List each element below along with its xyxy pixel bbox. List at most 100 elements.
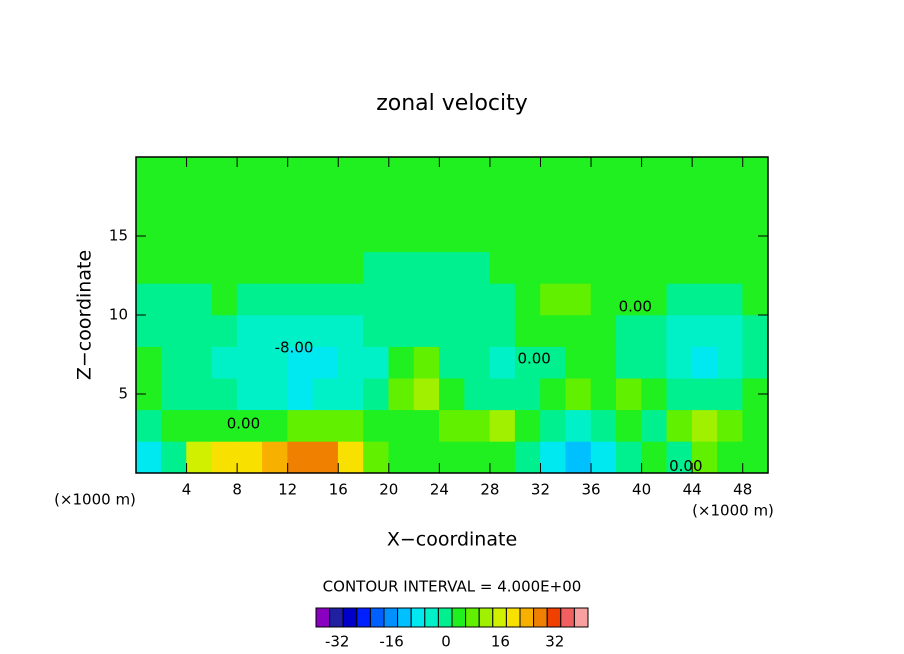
field-cell <box>135 346 162 379</box>
field-cell <box>464 251 491 284</box>
colorbar-box <box>424 607 439 628</box>
field-cell <box>717 251 744 284</box>
x-tick-label: 40 <box>632 481 651 499</box>
field-cell <box>540 314 567 347</box>
field-cell <box>464 156 491 189</box>
field-cell <box>135 441 162 474</box>
field-cell <box>742 314 769 347</box>
colorbar-box <box>437 607 453 628</box>
field-cell <box>590 156 617 189</box>
field-cell <box>312 346 339 379</box>
field-cell <box>160 283 187 316</box>
field-cell <box>186 188 213 221</box>
field-cell <box>439 377 465 411</box>
field-cell <box>160 377 187 411</box>
field-cell <box>439 409 465 442</box>
field-cell <box>666 314 693 347</box>
colorbar-tick-label: 32 <box>545 633 564 651</box>
field-cell <box>489 251 516 284</box>
field-cell <box>590 441 617 474</box>
field-cell <box>464 346 491 379</box>
field-cell <box>489 377 516 411</box>
field-cell <box>540 377 567 411</box>
field-cell <box>211 219 238 253</box>
field-cell <box>262 377 288 411</box>
field-cell <box>691 283 718 316</box>
field-cell <box>439 156 465 189</box>
field-cell <box>211 314 238 347</box>
field-cell <box>287 188 314 221</box>
field-cell <box>742 156 769 189</box>
field-cell <box>388 188 415 221</box>
field-cell <box>262 409 288 442</box>
field-cell <box>388 346 415 379</box>
x-unit-left: (×1000 m) <box>54 491 136 509</box>
field-cell <box>691 188 718 221</box>
field-cell <box>337 251 364 284</box>
field-cell <box>464 314 491 347</box>
field-cell <box>413 156 440 189</box>
field-cell <box>337 188 364 221</box>
field-cell <box>262 219 288 253</box>
contour-field <box>135 156 769 474</box>
field-cell <box>464 409 491 442</box>
field-cell <box>388 283 415 316</box>
field-cell <box>742 346 769 379</box>
field-cell <box>363 377 390 411</box>
field-cell <box>413 441 440 474</box>
colorbar-tick-label: -32 <box>325 633 350 651</box>
field-cell <box>439 219 465 253</box>
colorbar-box <box>573 607 589 628</box>
field-cell <box>717 441 744 474</box>
field-cell <box>262 346 288 379</box>
field-cell <box>691 156 718 189</box>
field-cell <box>337 346 364 379</box>
field-cell <box>388 314 415 347</box>
field-cell <box>666 219 693 253</box>
field-cell <box>565 377 592 411</box>
colorbar-box <box>492 607 507 628</box>
field-cell <box>565 409 592 442</box>
field-cell <box>616 377 642 411</box>
colorbar-box <box>329 607 344 628</box>
contour-label: -8.00 <box>275 339 314 357</box>
field-cell <box>363 251 390 284</box>
field-cell <box>160 188 187 221</box>
field-cell <box>742 188 769 221</box>
field-cell <box>287 441 314 474</box>
x-tick-label: 48 <box>733 481 752 499</box>
field-cell <box>236 346 263 379</box>
colorbar-tick-label: 16 <box>491 633 510 651</box>
field-cell <box>590 377 617 411</box>
field-cell <box>717 377 744 411</box>
field-cell <box>641 219 668 253</box>
field-cell <box>691 314 718 347</box>
field-cell <box>691 409 718 442</box>
field-cell <box>717 346 744 379</box>
field-cell <box>135 251 162 284</box>
field-cell <box>691 346 718 379</box>
field-cell <box>388 409 415 442</box>
field-cell <box>464 377 491 411</box>
field-cell <box>489 441 516 474</box>
x-tick-label: 44 <box>683 481 702 499</box>
field-cell <box>540 251 567 284</box>
field-cell <box>236 156 263 189</box>
field-cell <box>211 283 238 316</box>
colorbar-box <box>533 607 548 628</box>
contour-interval: CONTOUR INTERVAL = 4.000E+00 <box>323 578 582 596</box>
field-cell <box>540 409 567 442</box>
field-cell <box>616 314 642 347</box>
field-cell <box>388 219 415 253</box>
colorbar-box <box>560 607 575 628</box>
field-cell <box>439 188 465 221</box>
field-cell <box>464 219 491 253</box>
colorbar-box <box>383 607 399 628</box>
field-cell <box>439 346 465 379</box>
x-tick-label: 12 <box>278 481 297 499</box>
field-cell <box>514 346 541 379</box>
field-cell <box>464 188 491 221</box>
x-tick-label: 24 <box>430 481 449 499</box>
contour-label: 0.00 <box>669 457 702 475</box>
